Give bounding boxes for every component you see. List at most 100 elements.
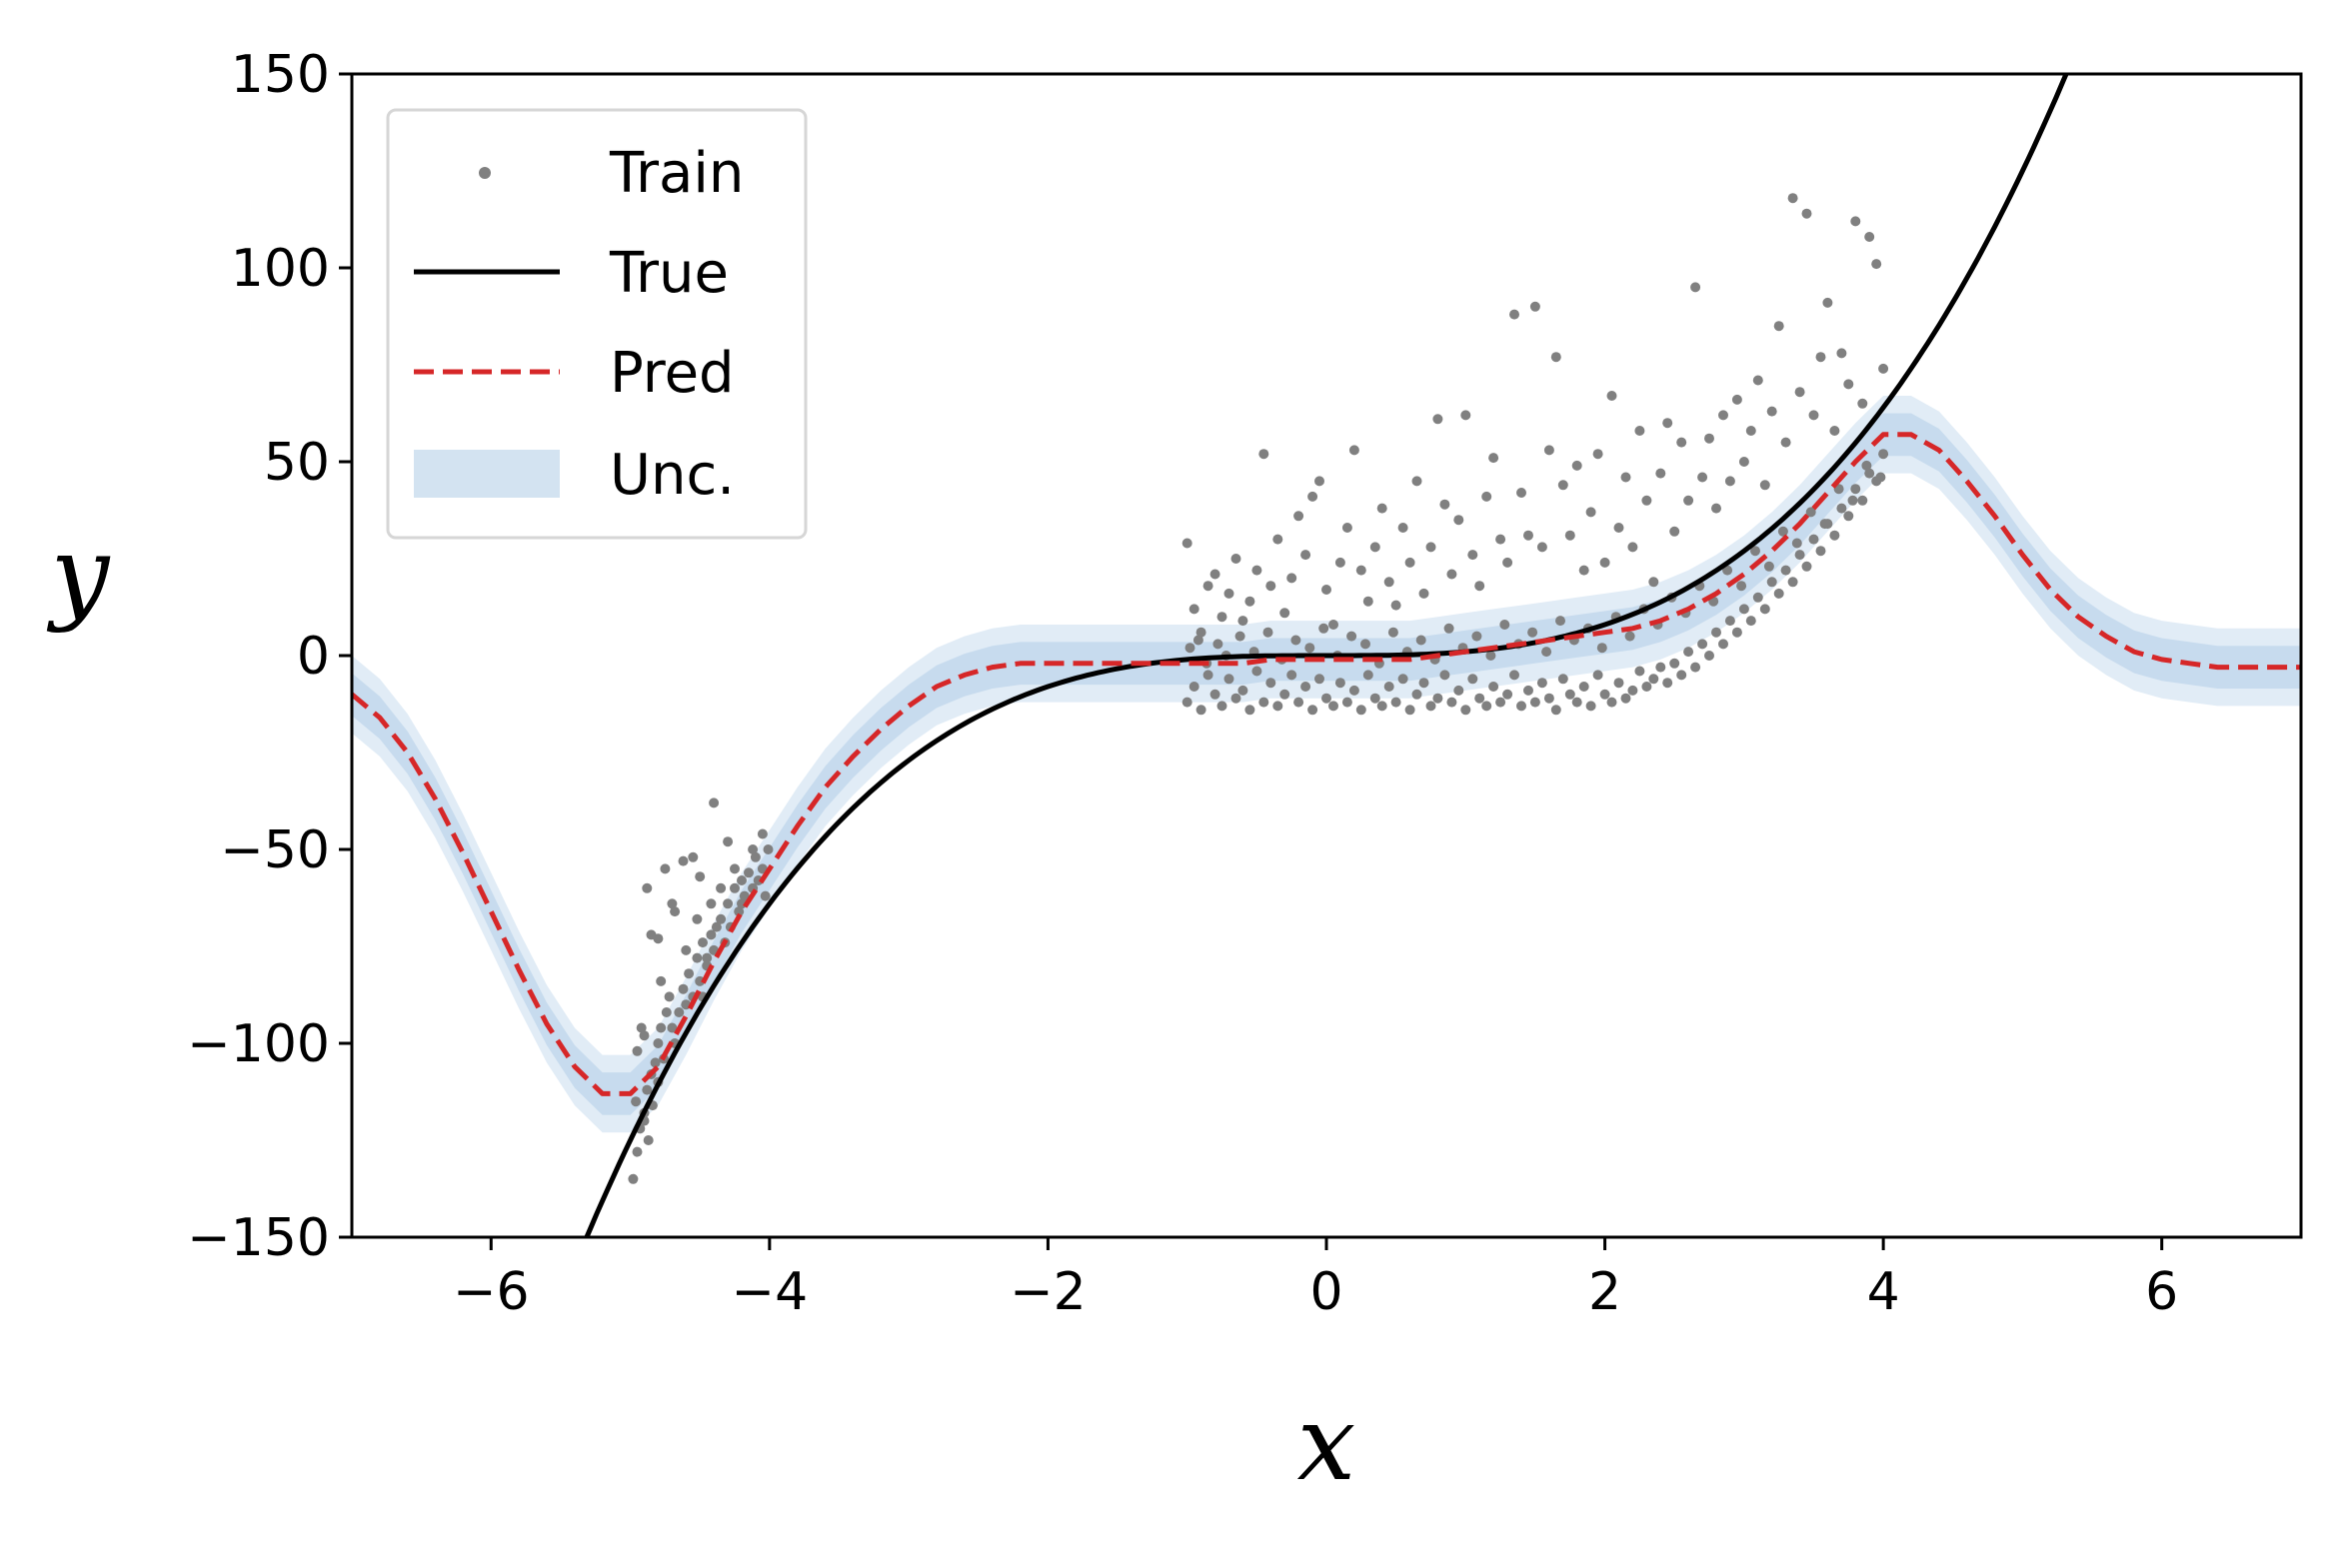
train-point — [1376, 701, 1387, 712]
train-point — [1216, 612, 1227, 623]
train-point — [1265, 581, 1276, 592]
train-point — [730, 882, 740, 893]
x-tick-label: −2 — [1010, 1262, 1087, 1322]
train-point — [1571, 460, 1582, 471]
train-point — [1251, 666, 1262, 677]
train-point — [1541, 647, 1552, 658]
train-point — [1571, 697, 1582, 708]
train-point — [1850, 484, 1861, 495]
train-point — [1286, 670, 1297, 681]
train-point — [1362, 670, 1373, 681]
train-point — [1801, 208, 1812, 219]
train-point — [1787, 577, 1798, 588]
train-point — [1262, 627, 1273, 638]
train-point — [1777, 526, 1788, 537]
legend-train-label: Train — [609, 141, 744, 206]
train-point — [1557, 480, 1568, 491]
train-point — [1750, 546, 1760, 557]
train-point — [642, 882, 653, 893]
legend-unc-label: Unc. — [610, 443, 735, 508]
train-point — [1773, 321, 1784, 332]
train-point — [1662, 418, 1673, 429]
y-tick-label: −50 — [220, 820, 330, 880]
train-point — [1432, 693, 1443, 704]
train-point — [1599, 557, 1610, 568]
train-point — [1745, 426, 1756, 436]
train-point — [1293, 511, 1304, 522]
train-point — [1485, 651, 1496, 661]
train-point — [1648, 674, 1659, 685]
train-point — [1481, 701, 1492, 712]
train-point — [1244, 705, 1255, 716]
train-point — [1348, 685, 1359, 696]
train-point — [1209, 569, 1220, 580]
train-point — [1641, 495, 1652, 506]
x-tick-label: 6 — [2145, 1262, 2178, 1322]
train-point — [1564, 689, 1575, 700]
train-point — [1212, 639, 1223, 650]
train-point — [1829, 426, 1840, 436]
train-point — [1864, 232, 1875, 242]
train-point — [1334, 557, 1345, 568]
train-point — [656, 975, 667, 986]
train-point — [636, 1022, 647, 1033]
train-point — [1829, 530, 1840, 541]
train-point — [1300, 550, 1311, 561]
train-point — [1791, 538, 1802, 549]
train-point — [1683, 495, 1694, 506]
train-point — [1822, 297, 1833, 308]
train-point — [1766, 406, 1777, 417]
train-point — [734, 906, 745, 917]
train-point — [1864, 468, 1875, 479]
train-point — [1237, 685, 1248, 696]
train-point — [1460, 410, 1471, 421]
train-point — [1690, 662, 1701, 673]
train-point — [1550, 705, 1561, 716]
y-tick-label: −150 — [187, 1208, 330, 1268]
train-point — [670, 906, 681, 917]
train-point — [750, 851, 761, 862]
train-point — [1613, 678, 1624, 689]
train-point — [1404, 557, 1415, 568]
train-point — [730, 863, 740, 874]
legend-train-marker — [479, 167, 491, 179]
train-point — [1690, 282, 1701, 293]
train-point — [1585, 507, 1596, 518]
train-point — [1871, 259, 1882, 270]
train-point — [1857, 398, 1868, 409]
curve-layer — [352, 74, 2301, 1237]
train-point — [1878, 363, 1889, 374]
train-point — [1592, 449, 1603, 460]
y-axis-label: y — [47, 513, 111, 635]
train-point — [1502, 557, 1513, 568]
train-point — [1759, 480, 1770, 491]
legend-true-label: True — [609, 241, 729, 306]
train-point — [1390, 600, 1401, 611]
train-point — [643, 1135, 654, 1145]
train-point — [1258, 449, 1269, 460]
train-point — [1736, 581, 1747, 592]
train-point — [1230, 554, 1241, 564]
train-point — [702, 952, 713, 963]
train-point — [1787, 193, 1798, 204]
train-point — [1318, 623, 1329, 634]
train-point — [1181, 697, 1192, 708]
train-point — [639, 1030, 650, 1041]
train-point — [1304, 643, 1315, 654]
train-point — [1495, 697, 1506, 708]
train-point — [1875, 472, 1886, 483]
train-point — [1606, 697, 1617, 708]
train-point — [1453, 685, 1464, 696]
train-point — [1467, 674, 1478, 685]
train-point — [1307, 705, 1318, 716]
train-point — [1794, 387, 1805, 398]
x-tick-label: 0 — [1309, 1262, 1342, 1322]
train-point — [1752, 592, 1763, 603]
train-point — [1836, 348, 1847, 359]
train-point — [1188, 682, 1199, 692]
train-point — [1731, 627, 1742, 638]
train-point — [1328, 620, 1338, 630]
train-point — [1346, 631, 1357, 642]
train-point — [667, 898, 678, 909]
